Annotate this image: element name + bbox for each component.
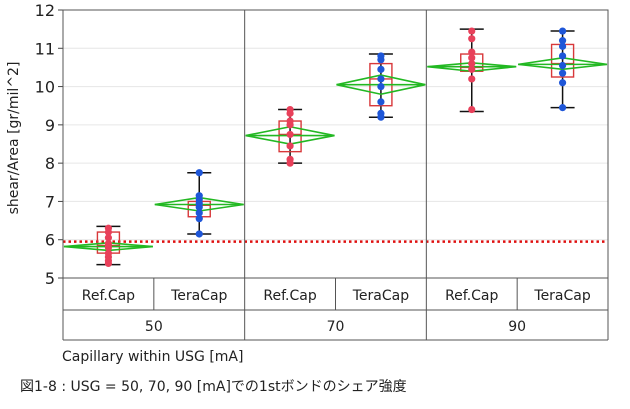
data-point: [468, 35, 476, 43]
data-point: [377, 98, 385, 106]
y-tick-label: 10: [35, 78, 55, 97]
data-point: [286, 155, 294, 163]
data-point: [558, 104, 567, 112]
x-axis-label: Capillary within USG [mA]: [62, 349, 243, 365]
box-50-teracap: [154, 169, 244, 238]
data-point: [286, 117, 294, 125]
data-point: [468, 65, 476, 73]
data-point: [104, 234, 113, 242]
subgroup-label: TeraCap: [533, 288, 590, 304]
data-point: [104, 239, 113, 248]
subgroup-label: TeraCap: [170, 288, 227, 304]
group-label: 70: [327, 319, 345, 335]
data-point: [558, 52, 567, 60]
y-tick-label: 6: [45, 231, 55, 250]
y-tick-label: 9: [45, 116, 55, 135]
x-axis-table: Ref.Cap TeraCap 50 Ref.Cap TeraCap 70 Ref.Cap T…: [62, 278, 609, 341]
y-tick-label: 11: [35, 39, 55, 58]
data-point: [558, 69, 567, 77]
data-point: [377, 52, 385, 60]
data-point: [195, 192, 203, 200]
y-tick-label: 8: [45, 154, 55, 173]
grid-lines: [63, 9, 608, 279]
subgroup-label: Ref.Cap: [263, 288, 316, 304]
subgroup-label: Ref.Cap: [82, 288, 135, 304]
y-axis-label: shear/Area [gr/mil^2]: [6, 62, 22, 215]
data-point: [468, 54, 476, 62]
figure-caption: 図1-8 : USG = 50, 70, 90 [mA]での1stボンドのシェア…: [20, 379, 407, 395]
data-point: [558, 42, 567, 50]
data-point: [468, 48, 476, 56]
group-dividers: [244, 10, 427, 278]
data-point: [286, 142, 294, 150]
box-plot-chart: 5 6 7 8 9 10 11 12 Ref.Cap TeraCap 50 Ref.Cap TeraC…: [6, 1, 609, 365]
box-50-refcap: [63, 224, 153, 268]
data-point: [195, 209, 203, 217]
box-90-teracap: [518, 27, 608, 112]
data-point: [195, 215, 203, 223]
group-label: 90: [508, 319, 526, 335]
data-point: [377, 109, 385, 117]
data-point: [468, 60, 476, 68]
data-point: [286, 130, 294, 139]
subgroup-label: Ref.Cap: [445, 288, 498, 304]
data-point: [286, 105, 294, 114]
data-point: [558, 79, 567, 87]
plot-frame: [62, 9, 609, 279]
box-70-teracap: [336, 52, 426, 121]
box-70-refcap: [245, 105, 335, 167]
data-point: [468, 75, 476, 83]
group-label: 50: [145, 319, 163, 335]
data-point: [104, 249, 113, 257]
data-point: [377, 65, 385, 73]
data-point: [468, 27, 476, 35]
data-point: [377, 75, 385, 83]
y-axis-ticks: 5 6 7 8 9 10 11 12: [35, 1, 63, 288]
y-tick-label: 12: [35, 1, 55, 20]
subgroup-label: TeraCap: [352, 288, 409, 304]
data-point: [468, 105, 476, 114]
data-point: [195, 230, 203, 238]
data-point: [558, 27, 567, 35]
box-90-refcap: [427, 27, 517, 114]
boxes: [63, 27, 608, 268]
y-tick-label: 7: [45, 192, 55, 211]
data-point: [377, 82, 385, 91]
data-point: [558, 37, 567, 45]
data-point: [558, 61, 567, 70]
data-point: [195, 169, 203, 177]
y-tick-label: 5: [45, 269, 55, 288]
data-point: [104, 224, 113, 232]
